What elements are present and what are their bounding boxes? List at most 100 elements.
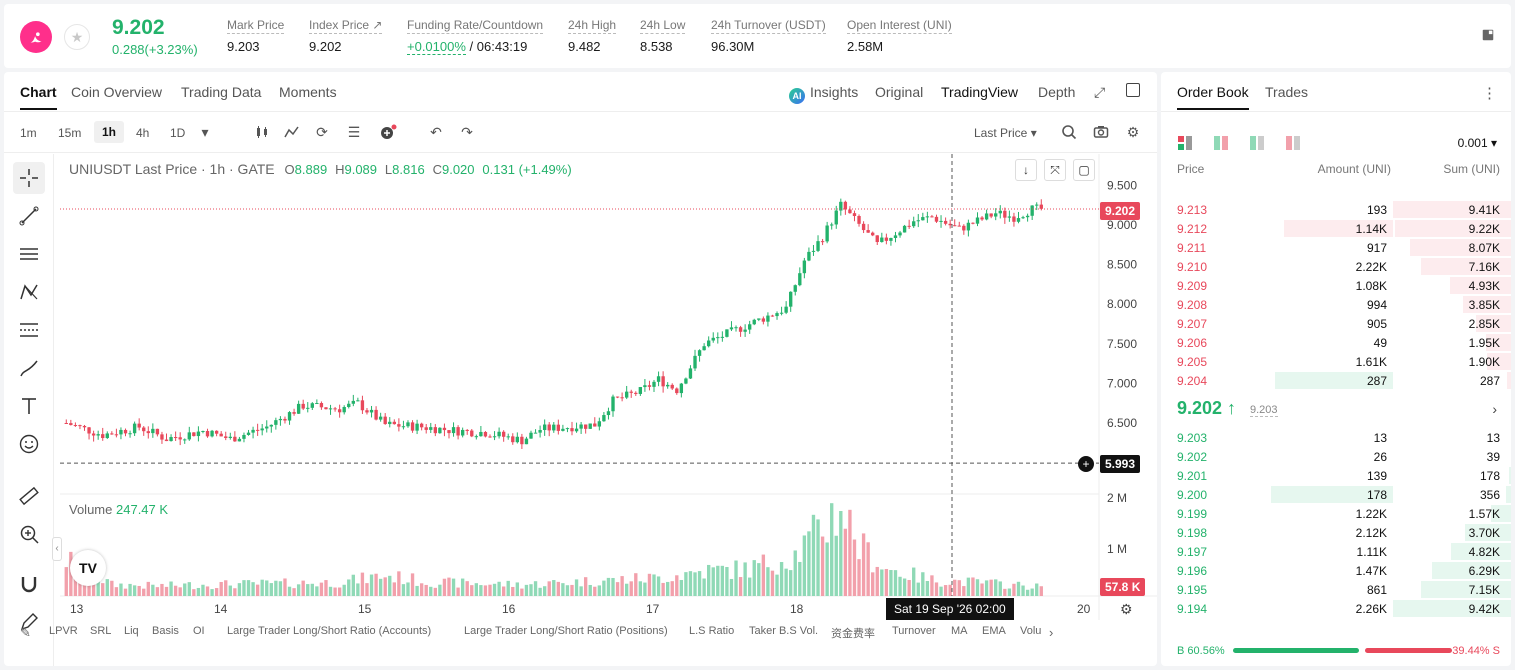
bid-row[interactable]: 9.198 2.12K 3.70K xyxy=(1161,523,1511,542)
redo-icon[interactable]: ↷ xyxy=(461,124,473,140)
indicator-turnover[interactable]: Turnover xyxy=(892,625,936,637)
indicator-lt-positions[interactable]: Large Trader Long/Short Ratio (Positions… xyxy=(464,625,668,637)
stat-index-price[interactable]: Index Price ↗ 9.202 xyxy=(309,18,383,54)
chevron-down-icon[interactable]: ▾ xyxy=(201,124,209,140)
indicator-liq[interactable]: Liq xyxy=(124,625,139,637)
window-icon[interactable] xyxy=(1126,83,1140,97)
ask-row[interactable]: 9.211 917 8.07K xyxy=(1161,238,1511,257)
axis-settings-icon[interactable]: ⚙ xyxy=(1120,601,1133,617)
expand-icon[interactable]: ⤢ xyxy=(1094,84,1106,100)
candle xyxy=(324,407,328,410)
magnet-icon[interactable] xyxy=(13,568,45,600)
brush-icon[interactable] xyxy=(13,352,45,384)
indicator-ls-ratio[interactable]: L.S Ratio xyxy=(689,625,735,637)
add-alert-icon[interactable] xyxy=(379,124,397,140)
ask-row[interactable]: 9.206 49 1.95K xyxy=(1161,333,1511,352)
timeframe-1m[interactable]: 1m xyxy=(20,126,37,140)
camera-icon[interactable] xyxy=(1093,124,1109,140)
bid-row[interactable]: 9.194 2.26K 9.42K xyxy=(1161,599,1511,618)
maximize-pane-icon[interactable]: ▢ xyxy=(1073,159,1095,181)
chevron-right-icon[interactable]: › xyxy=(1049,625,1054,640)
bid-row[interactable]: 9.199 1.22K 1.57K xyxy=(1161,504,1511,523)
book-icon[interactable] xyxy=(1481,28,1495,42)
trendline-icon[interactable] xyxy=(13,200,45,232)
tab-tradingview[interactable]: TradingView xyxy=(941,84,1019,100)
add-order-icon[interactable]: + xyxy=(1078,456,1094,472)
tab-chart[interactable]: Chart xyxy=(20,84,57,110)
indicator-volume[interactable]: Volu xyxy=(1020,625,1042,637)
indicator-oi[interactable]: OI xyxy=(193,625,205,637)
timeframe-1d[interactable]: 1D xyxy=(170,126,186,140)
indicators-icon[interactable] xyxy=(284,124,300,140)
more-options-icon[interactable]: ⋮ xyxy=(1482,85,1497,102)
tradingview-logo-icon[interactable]: TV xyxy=(70,550,106,586)
volume-bar xyxy=(912,567,916,596)
precision-select[interactable]: 0.001 ▾ xyxy=(1457,136,1497,150)
volume-bar xyxy=(242,580,246,596)
collapse-toolbar-button[interactable]: ‹ xyxy=(52,537,62,561)
tab-trading-data[interactable]: Trading Data xyxy=(181,84,262,100)
search-icon[interactable] xyxy=(1061,124,1077,140)
indicator-lpvr[interactable]: LPVR xyxy=(49,625,78,637)
indicator-srl[interactable]: SRL xyxy=(90,625,112,637)
crosshair-icon[interactable] xyxy=(13,162,45,194)
gear-icon[interactable]: ⚙ xyxy=(1126,124,1140,140)
ask-row[interactable]: 9.207 905 2.85K xyxy=(1161,314,1511,333)
indicator-basis[interactable]: Basis xyxy=(152,625,179,637)
tab-coin-overview[interactable]: Coin Overview xyxy=(71,84,163,100)
collapse-icon[interactable]: ⤧ xyxy=(1044,159,1066,181)
bid-row[interactable]: 9.202 26 39 xyxy=(1161,447,1511,466)
price-source-select[interactable]: Last Price ▾ xyxy=(974,126,1037,140)
bid-row[interactable]: 9.196 1.47K 6.29K xyxy=(1161,561,1511,580)
ask-row[interactable]: 9.208 994 3.85K xyxy=(1161,295,1511,314)
drawing-tools xyxy=(4,154,54,666)
timeframe-15m[interactable]: 15m xyxy=(58,126,82,140)
ask-row[interactable]: 9.212 1.14K 9.22K xyxy=(1161,219,1511,238)
indicator-funding-rate[interactable]: 资金费率 xyxy=(831,628,875,640)
bid-row[interactable]: 9.197 1.11K 4.82K xyxy=(1161,542,1511,561)
tab-order-book[interactable]: Order Book xyxy=(1177,84,1249,110)
timeframe-4h[interactable]: 4h xyxy=(136,126,150,140)
indicator-ma[interactable]: MA xyxy=(951,625,968,637)
zoom-in-icon[interactable] xyxy=(13,518,45,550)
scroll-down-icon[interactable]: ↓ xyxy=(1015,159,1037,181)
indicator-ema[interactable]: EMA xyxy=(982,625,1006,637)
bid-row[interactable]: 9.203 13 13 xyxy=(1161,428,1511,447)
tab-original[interactable]: Original xyxy=(875,84,924,100)
pattern-icon[interactable] xyxy=(13,276,45,308)
templates-icon[interactable]: ☰ xyxy=(347,124,361,140)
bid-row[interactable]: 9.201 139 178 xyxy=(1161,466,1511,485)
lock-pencil-icon[interactable] xyxy=(13,606,45,638)
horizontal-lines-icon[interactable] xyxy=(13,238,45,270)
tab-moments[interactable]: Moments xyxy=(279,84,337,100)
ask-row[interactable]: 9.204 287 287 xyxy=(1161,371,1511,390)
layout-bids-icon[interactable] xyxy=(1249,135,1265,151)
candle-type-icon[interactable] xyxy=(254,124,270,140)
chevron-right-icon[interactable]: › xyxy=(1492,401,1497,417)
text-tool-icon[interactable] xyxy=(13,390,45,422)
tab-depth[interactable]: Depth xyxy=(1038,84,1076,100)
indicator-lt-accounts[interactable]: Large Trader Long/Short Ratio (Accounts) xyxy=(227,625,432,637)
indicator-taker-vol[interactable]: Taker B.S Vol. xyxy=(749,625,819,637)
layout-split-icon[interactable] xyxy=(1213,135,1229,151)
ask-row[interactable]: 9.209 1.08K 4.93K xyxy=(1161,276,1511,295)
tab-insights[interactable]: AI Insights xyxy=(789,84,858,104)
replay-icon[interactable]: ⟳ xyxy=(316,124,328,140)
bid-row[interactable]: 9.195 861 7.15K xyxy=(1161,580,1511,599)
favorite-star-icon[interactable]: ★ xyxy=(64,24,90,50)
tab-trades[interactable]: Trades xyxy=(1265,84,1309,100)
fib-levels-icon[interactable] xyxy=(13,314,45,346)
depth-bar xyxy=(1463,296,1511,313)
layout-asks-icon[interactable] xyxy=(1285,135,1301,151)
lock-icon[interactable]: ✎ xyxy=(20,625,31,640)
emoji-icon[interactable] xyxy=(13,428,45,460)
undo-icon[interactable]: ↶ xyxy=(430,124,442,140)
ask-row[interactable]: 9.210 2.22K 7.16K xyxy=(1161,257,1511,276)
ruler-icon[interactable] xyxy=(13,480,45,512)
candlestick-chart[interactable]: 9.500 9.000 8.500 8.000 7.500 7.000 6.500 2 M 1 … xyxy=(4,72,1157,666)
layout-both-icon[interactable] xyxy=(1177,135,1193,151)
bid-row[interactable]: 9.200 178 356 xyxy=(1161,485,1511,504)
timeframe-1h[interactable]: 1h xyxy=(94,121,125,143)
ask-row[interactable]: 9.213 193 9.41K xyxy=(1161,200,1511,219)
ask-row[interactable]: 9.205 1.61K 1.90K xyxy=(1161,352,1511,371)
